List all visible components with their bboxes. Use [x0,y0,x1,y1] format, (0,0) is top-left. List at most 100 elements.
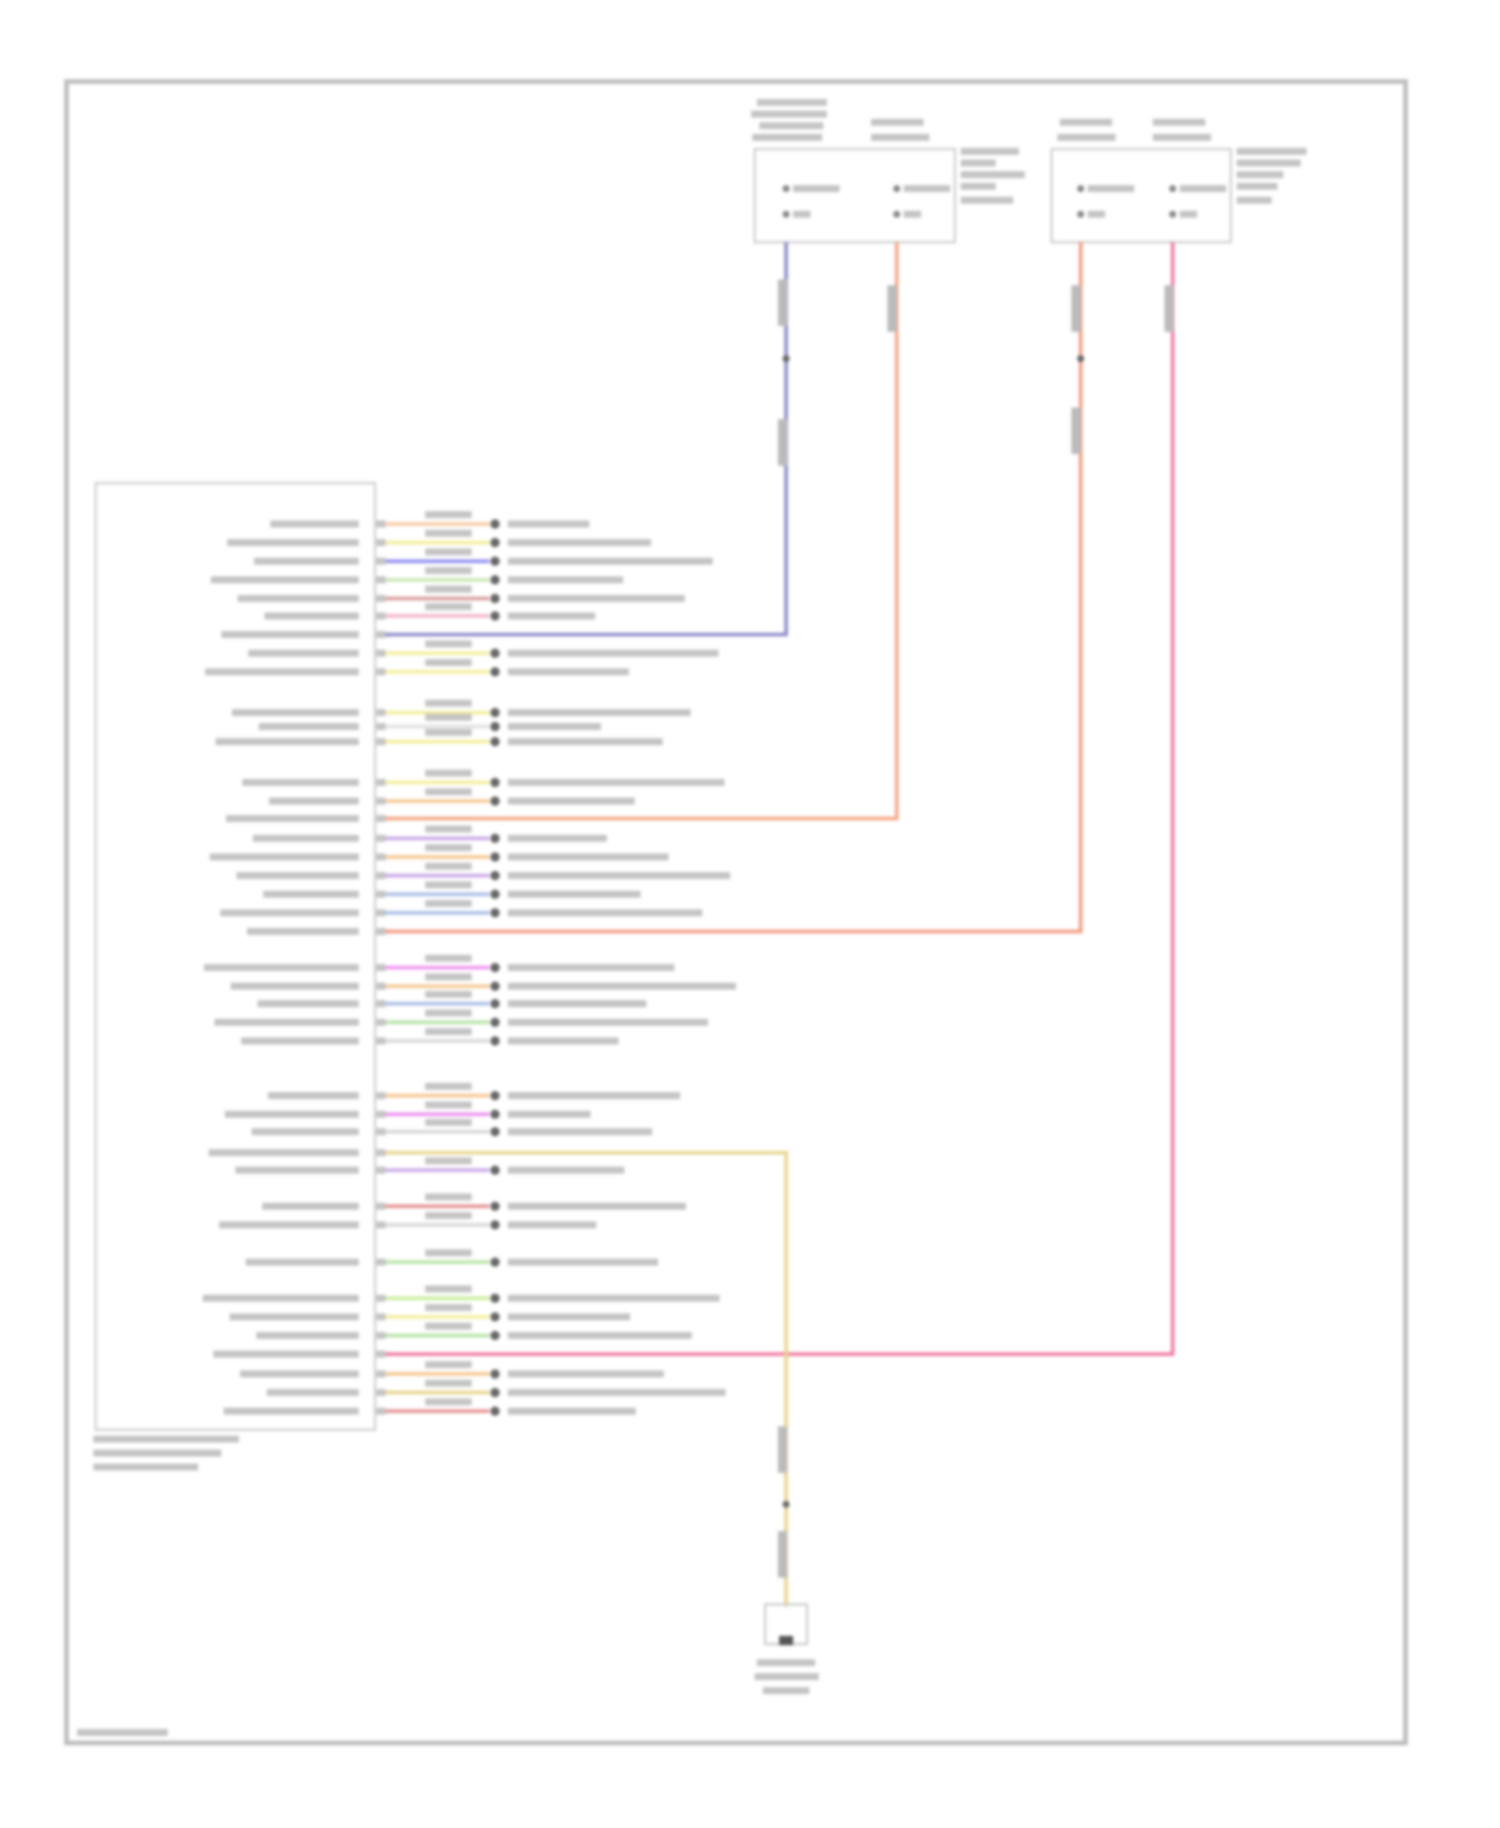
pin-number-text [376,927,386,935]
connector-dot [490,1293,500,1303]
connector-dot [490,648,500,658]
pin-function-text [240,1370,359,1378]
destination-text [507,872,731,880]
wire-color-text [425,973,472,981]
pin-number-text [376,723,386,731]
wire-color-text [425,713,472,721]
pin-label-text [1087,185,1135,193]
connector-dot [490,1165,500,1175]
pin-function-text [256,1331,359,1339]
destination-text [507,1331,692,1339]
pin-number-text [376,649,386,657]
wire-pink [384,242,1175,1356]
wire-color-text [425,1193,472,1201]
wire-color-text [425,640,472,648]
connector-label-text [1236,159,1301,167]
connector-label-text [756,98,827,106]
destination-text [507,1370,664,1378]
connector-dot [490,1330,500,1341]
connector-dot [490,1017,500,1027]
pin-label-text [793,185,840,193]
connector-label-text [752,133,823,141]
pin-function-text [208,1149,359,1157]
destination-text [507,1128,653,1136]
pin-number-text [376,1037,386,1045]
connector-label-text [960,159,996,167]
pin-function-text [203,964,359,972]
pin-number-text [376,1092,386,1100]
pin-number-text [376,1128,386,1136]
pin-number-text [376,778,386,786]
wire-color-text [425,1009,472,1017]
wire-color-text [425,825,472,833]
wire-color-text [425,1285,472,1293]
wire-color-text [425,1157,472,1165]
pin-function-text [220,909,359,917]
pin-function-text [242,778,359,786]
wire-color-label [777,1426,788,1473]
pin-function-text [210,576,359,584]
pin-function-text [231,709,359,717]
pin-dot [893,210,901,218]
pin-function-text [215,738,359,746]
connector-label-text [1236,196,1272,204]
pin-function-text [263,890,359,898]
destination-text [507,1202,686,1210]
connector-label-text [960,171,1025,179]
pin-function-text [258,723,359,731]
wire-color-text [425,862,472,870]
wire-color-label [1071,285,1081,332]
connector-dot [490,1257,500,1267]
pin-function-text [229,1313,359,1321]
wire-color-text [425,788,472,796]
destination-text [507,576,624,584]
connector-dot [490,962,500,973]
wire-color-text [425,1304,472,1312]
pin-function-text [267,1092,359,1100]
pin-function-text [214,1018,359,1026]
connector-label-text [960,182,996,190]
pin-dot [1169,185,1177,193]
wire-color-label [777,1531,788,1578]
pin-number-text [376,909,386,917]
wire-orange [384,242,899,821]
pin-function-text [227,539,359,547]
connector-dot [490,1406,500,1416]
connector-dot [490,611,500,621]
wire-color-text [425,990,472,998]
splice-dot [782,355,790,363]
pin-dot [1169,210,1177,218]
wire-color-text [425,511,472,519]
connector-dot [490,667,500,677]
pin-label-text [1179,210,1198,218]
ground-label-text [756,1659,816,1667]
connector-label-text [1059,118,1113,126]
destination-text [507,612,596,620]
connector-dot [490,833,500,843]
pin-function-text [202,1294,359,1302]
pin-function-text [226,815,359,823]
connector-dot [490,777,500,788]
wire-color-text [425,881,472,889]
destination-text [507,853,669,861]
destination-text [507,982,737,990]
pin-number-text [376,1110,386,1118]
wire-color-text [425,1118,472,1126]
connector-label-text [871,118,924,126]
pin-number-text [376,964,386,972]
destination-text [507,594,685,602]
destination-text [507,797,635,805]
connector-dot [490,1220,500,1230]
wire-color-label [1071,407,1081,455]
pin-number-text [376,557,386,565]
destination-text [507,909,703,917]
pin-number-text [376,709,386,717]
connector-dot [490,1036,500,1046]
connector-dot [490,519,500,529]
pin-number-text [376,890,386,898]
connector-dot [490,537,500,548]
wire-color-text [425,659,472,666]
pin-function-text [266,1389,359,1397]
pin-function-text [257,1000,359,1008]
